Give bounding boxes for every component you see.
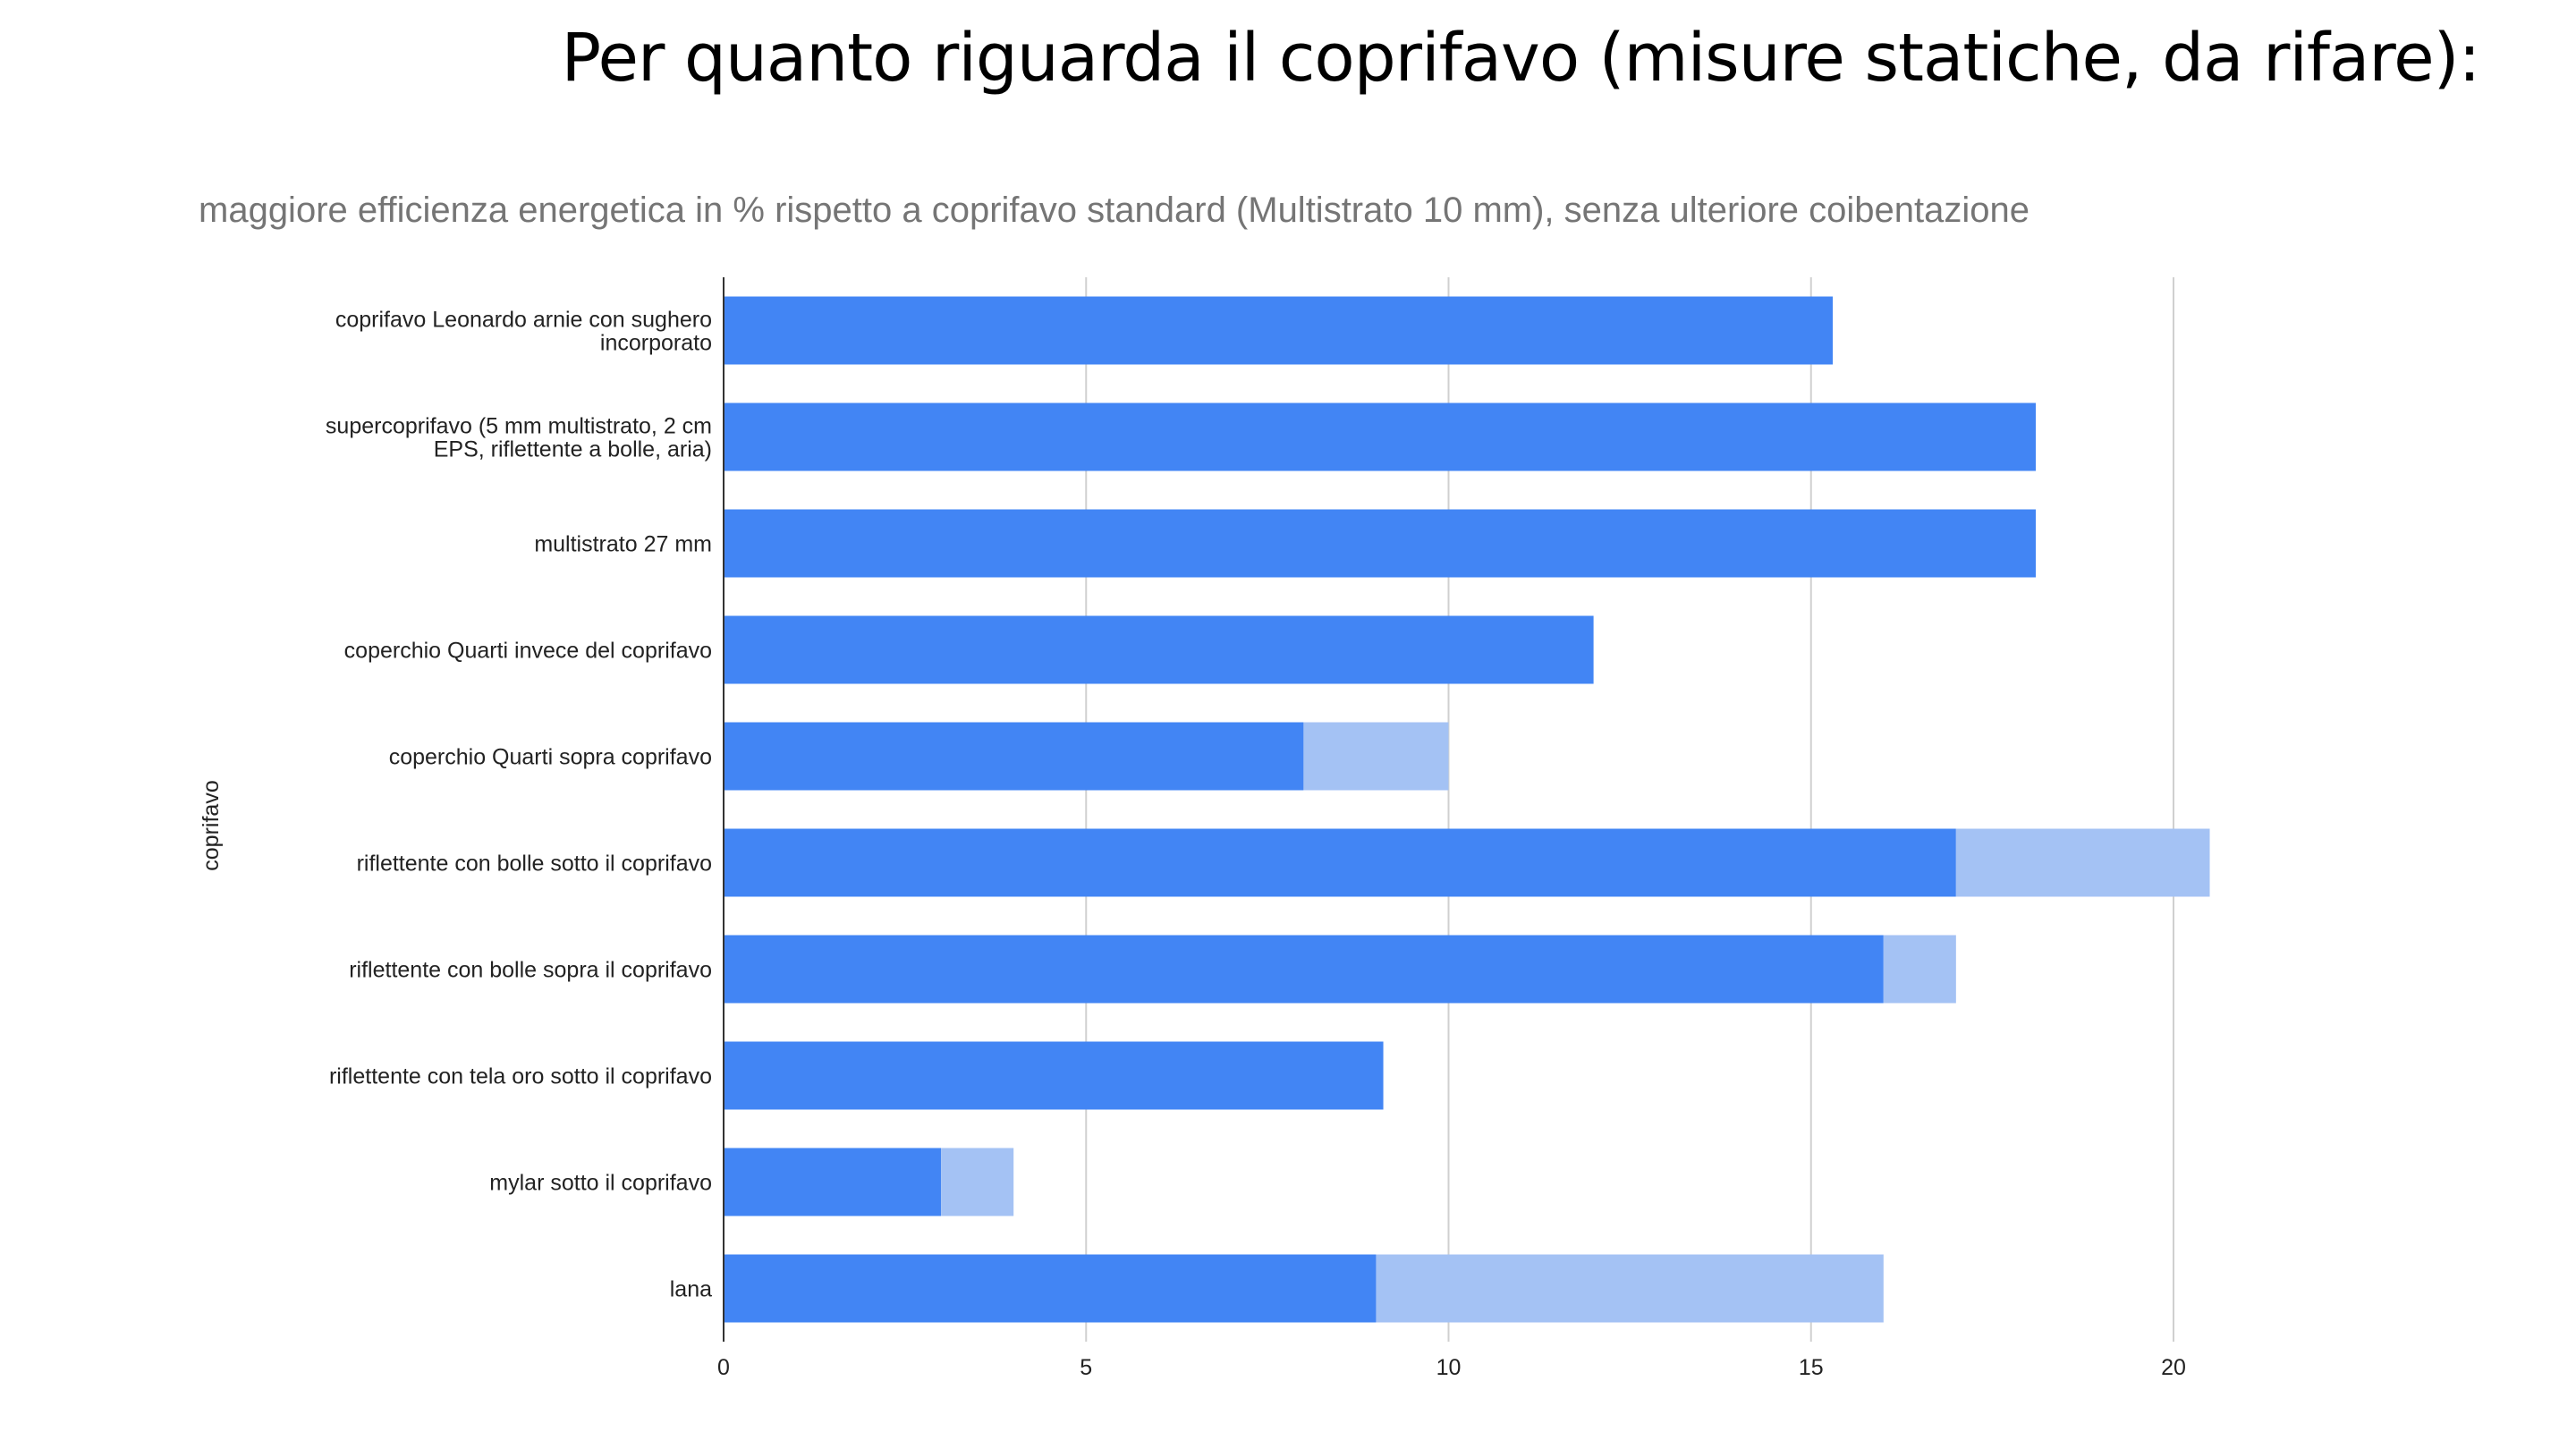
bar-min [724, 1041, 1384, 1110]
slide-title: Per quanto riguarda il coprifavo (misure… [561, 20, 2481, 97]
bar-min [724, 1254, 1377, 1323]
category-label: riflettente con bolle sotto il coprifavo [357, 852, 712, 877]
category-label: riflettente con bolle sopra il coprifavo [349, 958, 712, 983]
category-label: coprifavo Leonardo arnie con sughero [335, 308, 712, 333]
bar-range [941, 1148, 1014, 1216]
x-tick-label: 10 [1436, 1355, 1462, 1380]
category-label: supercoprifavo (5 mm multistrato, 2 cm [326, 414, 712, 439]
x-tick-label: 20 [2161, 1355, 2186, 1380]
category-label: mylar sotto il coprifavo [489, 1171, 712, 1196]
category-label: riflettente con tela oro sotto il coprif… [329, 1064, 712, 1089]
bar-range [1303, 722, 1449, 791]
category-label: coperchio Quarti sopra coprifavo [389, 745, 712, 770]
bar-range [1883, 935, 1956, 1004]
category-label: coperchio Quarti invece del coprifavo [344, 639, 712, 664]
bar-min [724, 615, 1594, 684]
bar-range [1955, 828, 2210, 897]
bar-range [1376, 1254, 1884, 1323]
bar-min [724, 1148, 942, 1216]
x-tick-label: 0 [717, 1355, 730, 1380]
bar-min [724, 402, 2037, 471]
bar-min [724, 935, 1884, 1004]
category-label: multistrato 27 mm [534, 532, 712, 557]
category-label: lana [670, 1277, 712, 1302]
category-label: incorporato [600, 331, 712, 356]
x-tick-label: 15 [1799, 1355, 1824, 1380]
chart-title: maggiore efficienza energetica in % risp… [199, 191, 2029, 230]
category-label: EPS, riflettente a bolle, aria) [434, 437, 712, 462]
bar-min [724, 828, 1956, 897]
bar-min [724, 296, 1834, 365]
bar-min [724, 722, 1304, 791]
x-tick-label: 5 [1080, 1355, 1092, 1380]
bar-min [724, 509, 2037, 578]
y-axis-label: coprifavo [199, 780, 224, 870]
